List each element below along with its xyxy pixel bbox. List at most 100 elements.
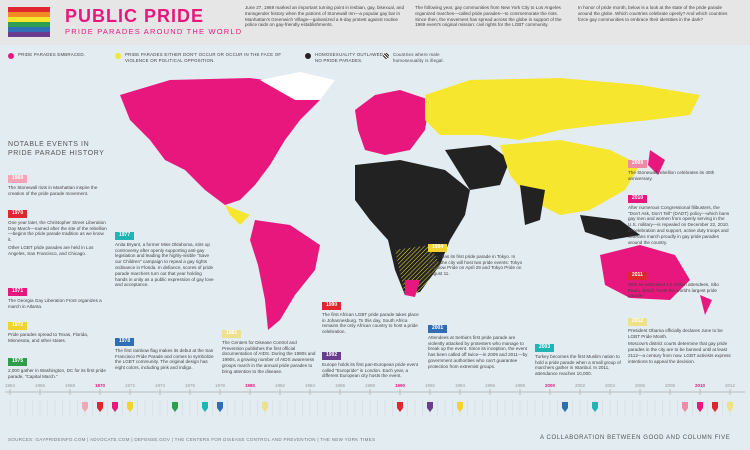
- legend-label: Countries where male homosexuality is il…: [393, 52, 445, 63]
- event-year: 2009: [628, 160, 648, 168]
- event: 1975 2,000 gather in Washington, DC for i…: [8, 358, 108, 381]
- event-text: Pride parades spread to Texas, Florida, …: [8, 331, 89, 343]
- event: 1972 Pride parades spread to Texas, Flori…: [8, 322, 108, 345]
- timeline-pin: [397, 402, 403, 412]
- event-text: One year later, the Christopher Street L…: [8, 219, 107, 243]
- timeline-year: 1966: [35, 383, 46, 388]
- event-year: 1970: [8, 210, 28, 218]
- timeline-pin: [682, 402, 688, 412]
- timeline-pin: [697, 402, 703, 412]
- event-year: 1981: [222, 330, 242, 338]
- event-text: Moscow's district courts determine that …: [628, 341, 731, 364]
- event-year: 1977: [115, 232, 135, 240]
- timeline-year: 2000: [545, 383, 556, 388]
- credit: A COLLABORATION BETWEEN GOOD AND COLUMN …: [540, 435, 731, 441]
- timeline-year: 1972: [125, 383, 136, 388]
- event-text: The Stonewall riots in Manhattan inspire…: [8, 184, 98, 196]
- sources: SOURCES: GAYPRIDEINFO.COM | ADVOCATE.COM…: [8, 437, 376, 442]
- timeline-year: 1980: [245, 383, 256, 388]
- timeline-year: 2012: [725, 383, 736, 388]
- event-year: 1969: [8, 175, 28, 183]
- timeline-year: 2004: [605, 383, 616, 388]
- timeline-year: 1982: [275, 383, 286, 388]
- legend-swatch: [305, 53, 311, 59]
- event-text: President Obama officially declares June…: [628, 327, 723, 339]
- event: 2011 With an estimated 3.5 million attend…: [628, 272, 733, 301]
- timeline-year: 1998: [515, 383, 526, 388]
- timeline-pin: [427, 402, 433, 412]
- event-year: 1972: [8, 322, 28, 330]
- event: 1994 Japan has its first pride parade in …: [428, 244, 528, 279]
- event-text: Turkey becomes the first Muslim nation t…: [535, 353, 621, 377]
- timeline-year: 2010: [695, 383, 706, 388]
- timeline-year: 1970: [95, 383, 106, 388]
- intro-paragraph: June 27, 1969 marked an important turnin…: [245, 5, 405, 28]
- event: 1977 Anita Bryant, a former Miss Oklahoma…: [115, 232, 215, 290]
- subtitle: PRIDE PARADES AROUND THE WORLD: [65, 27, 243, 36]
- timeline-pin: [562, 402, 568, 412]
- timeline-year: 1964: [5, 383, 16, 388]
- event-text: 2,000 gather in Washington, DC for its f…: [8, 367, 106, 379]
- timeline-pin: [457, 402, 463, 412]
- timeline-pin: [127, 402, 133, 412]
- timeline-year: 1992: [425, 383, 436, 388]
- timeline-year: 2006: [635, 383, 646, 388]
- event-text: Japan has its first pride parade in Toky…: [428, 253, 523, 277]
- event: 1992 Europe holds its first pan-European …: [322, 352, 422, 381]
- timeline-pin: [217, 402, 223, 412]
- event: 1970 One year later, the Christopher Stre…: [8, 210, 108, 259]
- timeline-year: 1988: [365, 383, 376, 388]
- event-year: 1975: [8, 358, 28, 366]
- event: 1978 The first rainbow flag makes its deb…: [115, 338, 215, 373]
- event-text: Attendees at Serbia's first pride parade…: [428, 334, 528, 369]
- event-text: With an estimated 3.5 million attendees,…: [628, 281, 719, 299]
- event: 2001 Attendees at Serbia's first pride pa…: [428, 325, 528, 372]
- timeline-year: 1974: [155, 383, 166, 388]
- event: 2010 After numerous Congressional filibus…: [628, 195, 733, 247]
- timeline-year: 1978: [215, 383, 226, 388]
- intro-paragraph: The following year, gay communities from…: [415, 5, 562, 28]
- event-text: Europe holds its first pan-European prid…: [322, 361, 419, 379]
- event-year: 2003: [535, 344, 555, 352]
- event: 1990 The first African LGBT pride parade …: [322, 302, 422, 337]
- timeline-year: 1996: [485, 383, 496, 388]
- timeline-year: 1990: [395, 383, 406, 388]
- event: 1971 The Georgia Gay Liberation Front org…: [8, 288, 108, 311]
- event: 1981 The Centers for Disease Control and …: [222, 330, 317, 377]
- header-band: [0, 0, 750, 45]
- timeline-pin: [592, 402, 598, 412]
- timeline-pin: [262, 402, 268, 412]
- event-year: 1992: [322, 352, 342, 360]
- timeline-pin: [727, 402, 733, 412]
- event-text: The first African LGBT pride parade take…: [322, 311, 419, 335]
- event-text: The Georgia Gay Liberation Front organiz…: [8, 297, 102, 309]
- event-text: Other LGBT pride parades are held in Los…: [8, 244, 94, 256]
- event-year: 2011: [628, 272, 647, 280]
- timeline-pin: [97, 402, 103, 412]
- event-year: 1978: [115, 338, 135, 346]
- event: 1969 The Stonewall riots in Manhattan ins…: [8, 175, 108, 198]
- event-year: 1994: [428, 244, 448, 252]
- event: 2012 President Obama officially declares …: [628, 318, 733, 367]
- timeline-pin: [112, 402, 118, 412]
- legend-label: PRIDE PARADES EITHER DON'T OCCUR OR OCCU…: [125, 52, 282, 63]
- timeline-year: 1984: [305, 383, 316, 388]
- legend-swatch: [8, 53, 14, 59]
- world-map: [120, 72, 712, 330]
- event-text: The Centers for Disease Control and Prev…: [222, 339, 316, 374]
- event-year: 2010: [628, 195, 648, 203]
- legend-swatch: [115, 53, 121, 59]
- event-year: 2012: [628, 318, 648, 326]
- event: 2003 Turkey becomes the first Muslim nati…: [535, 344, 625, 379]
- legend-label: PRIDE PARADES EMBRACED.: [18, 52, 86, 57]
- event-text: The Stonewall rebellion celebrates its 4…: [628, 169, 715, 181]
- timeline-pin: [172, 402, 178, 412]
- event-year: 2001: [428, 325, 448, 333]
- timeline-year: 1968: [65, 383, 76, 388]
- timeline-year: 2008: [665, 383, 676, 388]
- event: 2009 The Stonewall rebellion celebrates i…: [628, 160, 733, 183]
- intro-paragraph: In honor of pride month, below is a look…: [578, 5, 728, 22]
- timeline-pin: [82, 402, 88, 412]
- legend-label: HOMOSEXUALITY OUTLAWED. NO PRIDE PARADES…: [315, 52, 385, 63]
- timeline-year: 1976: [185, 383, 196, 388]
